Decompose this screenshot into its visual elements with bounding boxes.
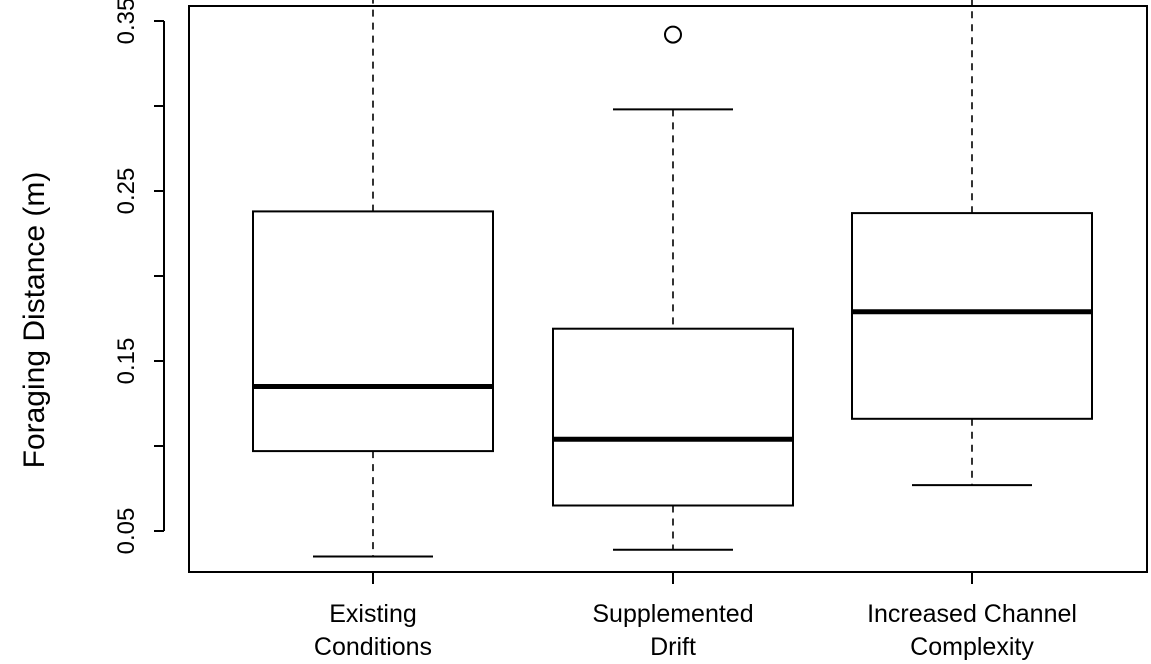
boxes xyxy=(252,0,1093,558)
y-tick-label: 0.25 xyxy=(113,168,140,215)
x-axis: Existing Conditions Supplemented Drift Incre… xyxy=(314,572,1077,661)
outlier-point xyxy=(664,25,682,44)
y-axis-label: Foraging Distance (m) xyxy=(18,172,51,469)
iqr-box xyxy=(552,327,794,507)
x-tick-label: Drift xyxy=(650,633,696,661)
y-tick-label: 0.35 xyxy=(113,0,140,44)
iqr-box xyxy=(252,210,494,453)
box-group xyxy=(552,25,794,551)
y-tick-label: 0.15 xyxy=(113,338,140,385)
y-tick-label: 0.05 xyxy=(113,508,140,555)
iqr-box xyxy=(851,212,1093,420)
x-tick-label: Existing xyxy=(329,600,417,628)
plot-frame xyxy=(188,5,1148,573)
box-group xyxy=(851,0,1093,487)
x-tick-label: Supplemented xyxy=(592,600,753,628)
x-tick-label: Increased Channel xyxy=(867,600,1077,628)
x-tick-label: Conditions xyxy=(314,633,432,661)
x-tick-label: Complexity xyxy=(910,633,1034,661)
box-group xyxy=(252,0,494,558)
y-axis: 0.05 0.15 0.25 0.35 xyxy=(113,0,165,555)
